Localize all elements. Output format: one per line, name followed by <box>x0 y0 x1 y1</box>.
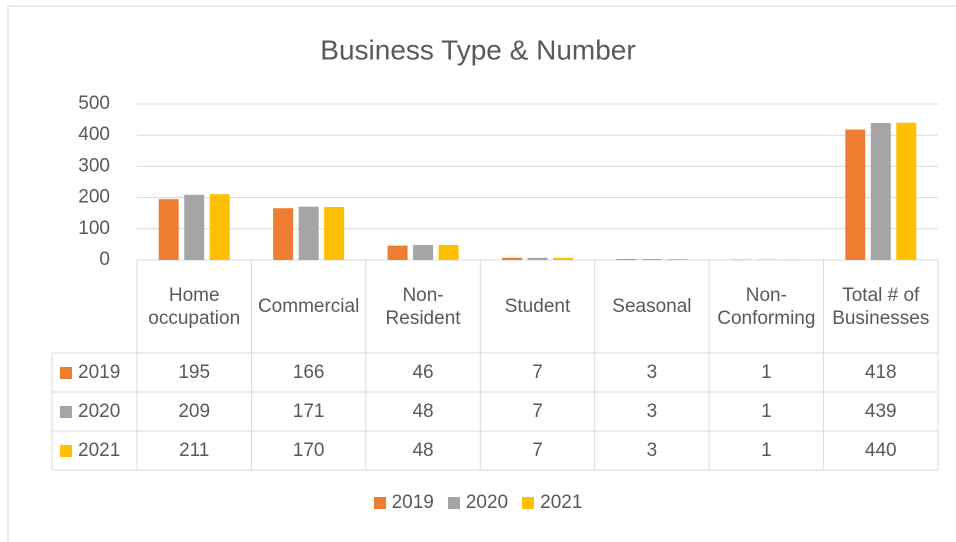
legend-key <box>447 497 460 509</box>
y-tick-label: 300 <box>78 155 110 176</box>
table-value: 46 <box>412 362 434 383</box>
y-tick-label: 100 <box>78 218 110 239</box>
legend: 2019 2020 2021 <box>0 492 956 514</box>
table-value: 3 <box>646 440 658 461</box>
category-label: Seasonal <box>612 296 692 317</box>
bar <box>896 122 917 260</box>
legend-item: 2019 <box>373 492 434 514</box>
y-tick-label: 500 <box>78 93 110 114</box>
y-tick-label: 0 <box>99 249 110 270</box>
table-value: 48 <box>412 401 434 422</box>
table-value: 166 <box>292 362 325 383</box>
series-name: 2019 <box>78 362 121 383</box>
bar <box>616 259 637 260</box>
table-row-header: 2021 <box>52 431 137 470</box>
bar <box>158 199 179 260</box>
bar <box>298 206 319 260</box>
legend-key <box>60 405 72 418</box>
table-value: 170 <box>292 440 325 461</box>
table-value: 440 <box>864 440 897 461</box>
legend-key <box>60 444 72 457</box>
series-name: 2021 <box>78 440 121 461</box>
bar <box>184 194 205 260</box>
table-value: 7 <box>532 362 543 383</box>
legend-item: 2021 <box>522 492 582 514</box>
category-label: Commercial <box>257 296 360 317</box>
legend-label: 2021 <box>540 492 583 513</box>
category-label: Total # of Businesses <box>832 284 930 329</box>
category-label: Home occupation <box>148 284 241 329</box>
bar <box>553 257 573 260</box>
table-value: 1 <box>761 362 772 383</box>
chart-border <box>7 5 956 542</box>
bar <box>502 257 522 260</box>
table-value: 7 <box>532 440 543 461</box>
bar <box>324 206 345 260</box>
legend-item: 2020 <box>447 492 509 514</box>
y-tick-label: 400 <box>78 124 110 145</box>
bar <box>413 245 434 260</box>
bar <box>527 257 548 260</box>
chart-title: Business Type & Number <box>320 34 635 65</box>
category-label: Non-Resident <box>385 284 461 329</box>
table-row-header: 2019 <box>52 353 137 392</box>
series-name: 2020 <box>78 401 121 422</box>
table-value: 1 <box>761 401 772 422</box>
legend-key <box>373 497 386 509</box>
legend-key <box>522 497 535 509</box>
y-tick-label: 200 <box>78 187 110 208</box>
bar <box>667 259 688 260</box>
bar <box>387 245 408 260</box>
table-value: 418 <box>864 362 897 383</box>
bar <box>845 129 866 260</box>
bar <box>641 259 662 260</box>
bar <box>870 123 891 260</box>
table-value: 3 <box>646 362 658 383</box>
table-value: 439 <box>864 401 897 422</box>
table-value: 209 <box>178 401 211 422</box>
category-label: Non-Conforming <box>717 284 816 329</box>
legend-key <box>60 366 72 379</box>
table-value: 7 <box>532 401 543 422</box>
table-value: 211 <box>179 440 210 461</box>
legend-label: 2019 <box>391 492 434 513</box>
table-value: 171 <box>292 401 325 422</box>
table-value: 1 <box>761 440 772 461</box>
bar <box>273 208 294 260</box>
category-label: Student <box>504 296 571 317</box>
table-value: 3 <box>646 401 658 422</box>
bar <box>438 245 459 260</box>
table-value: 48 <box>412 440 434 461</box>
legend-label: 2020 <box>465 492 509 513</box>
table-row-header: 2020 <box>52 392 137 431</box>
bar <box>209 194 230 260</box>
table-value: 195 <box>178 362 211 383</box>
